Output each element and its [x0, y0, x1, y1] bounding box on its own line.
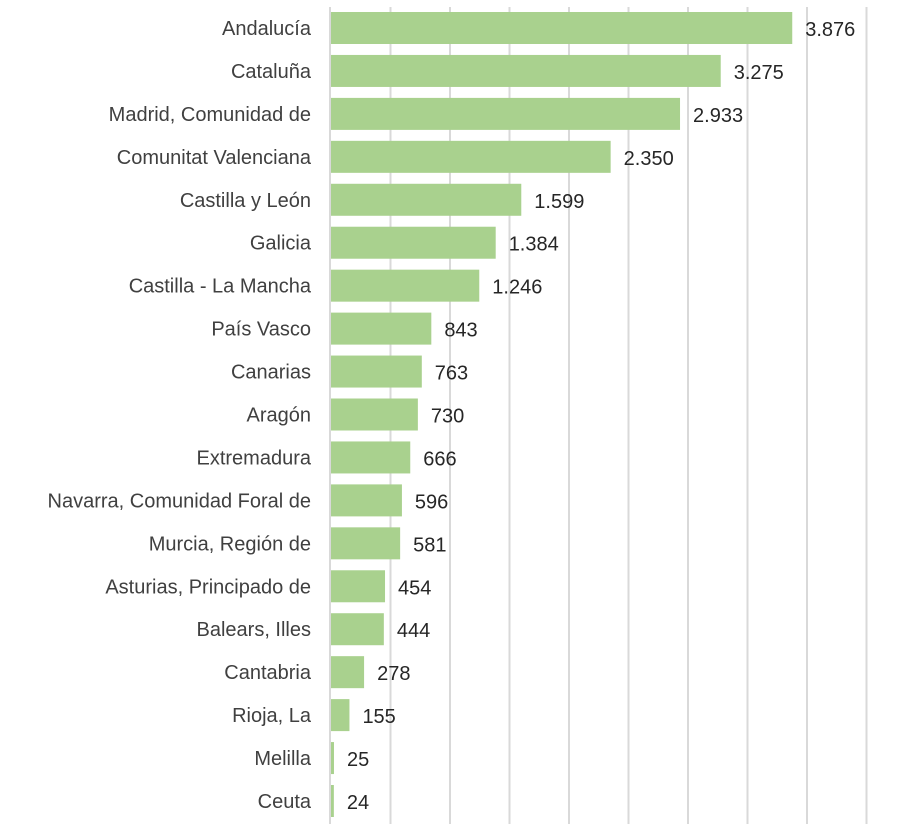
bar [331, 699, 350, 732]
bar [331, 742, 334, 775]
category-label: Castilla y León [180, 190, 311, 212]
category-label: Balears, Illes [197, 619, 312, 641]
data-label: 24 [347, 792, 369, 814]
bar [331, 398, 418, 431]
category-label: Canarias [231, 362, 311, 384]
bar [331, 527, 401, 560]
category-label: País Vasco [211, 319, 311, 341]
bar [331, 269, 480, 302]
bar [331, 97, 681, 130]
category-label: Navarra, Comunidad Foral de [48, 490, 311, 512]
bar [331, 656, 365, 689]
bar [331, 54, 721, 87]
data-label: 666 [423, 448, 456, 470]
data-label: 25 [347, 749, 369, 771]
category-label: Castilla - La Mancha [129, 276, 312, 298]
data-label: 454 [398, 577, 431, 599]
bar [331, 570, 386, 603]
bar [331, 355, 422, 388]
bar [331, 12, 793, 44]
bar [331, 183, 522, 216]
data-label: 730 [431, 406, 464, 428]
data-label: 581 [413, 534, 446, 556]
bar [331, 140, 611, 173]
category-label: Cantabria [224, 662, 312, 684]
data-label: 763 [435, 363, 468, 385]
category-label: Andalucía [222, 18, 312, 40]
category-label: Aragón [247, 405, 312, 427]
data-label: 3.275 [734, 62, 784, 84]
bar [331, 312, 432, 345]
data-label: 1.599 [534, 191, 584, 213]
data-label: 444 [397, 620, 430, 642]
data-label: 3.876 [805, 19, 855, 41]
category-label: Cataluña [231, 61, 312, 83]
data-label: 278 [377, 663, 410, 685]
category-label: Comunitat Valenciana [117, 147, 312, 169]
category-label: Asturias, Principado de [105, 576, 311, 598]
category-label: Rioja, La [232, 705, 312, 727]
bar [331, 785, 334, 817]
data-label: 1.246 [492, 277, 542, 299]
bar [331, 484, 402, 517]
data-label: 843 [444, 320, 477, 342]
category-label: Ceuta [258, 791, 312, 813]
data-label: 596 [415, 491, 448, 513]
bar [331, 613, 384, 646]
bar [331, 226, 496, 259]
data-label: 2.933 [693, 105, 743, 127]
category-label: Melilla [254, 748, 312, 770]
category-label: Murcia, Región de [149, 533, 311, 555]
data-label: 1.384 [509, 234, 559, 256]
data-label: 2.350 [624, 148, 674, 170]
category-label: Madrid, Comunidad de [109, 104, 311, 126]
data-label: 155 [362, 706, 395, 728]
category-label: Galicia [250, 233, 312, 255]
category-label: Extremadura [197, 447, 312, 469]
bar [331, 441, 411, 474]
